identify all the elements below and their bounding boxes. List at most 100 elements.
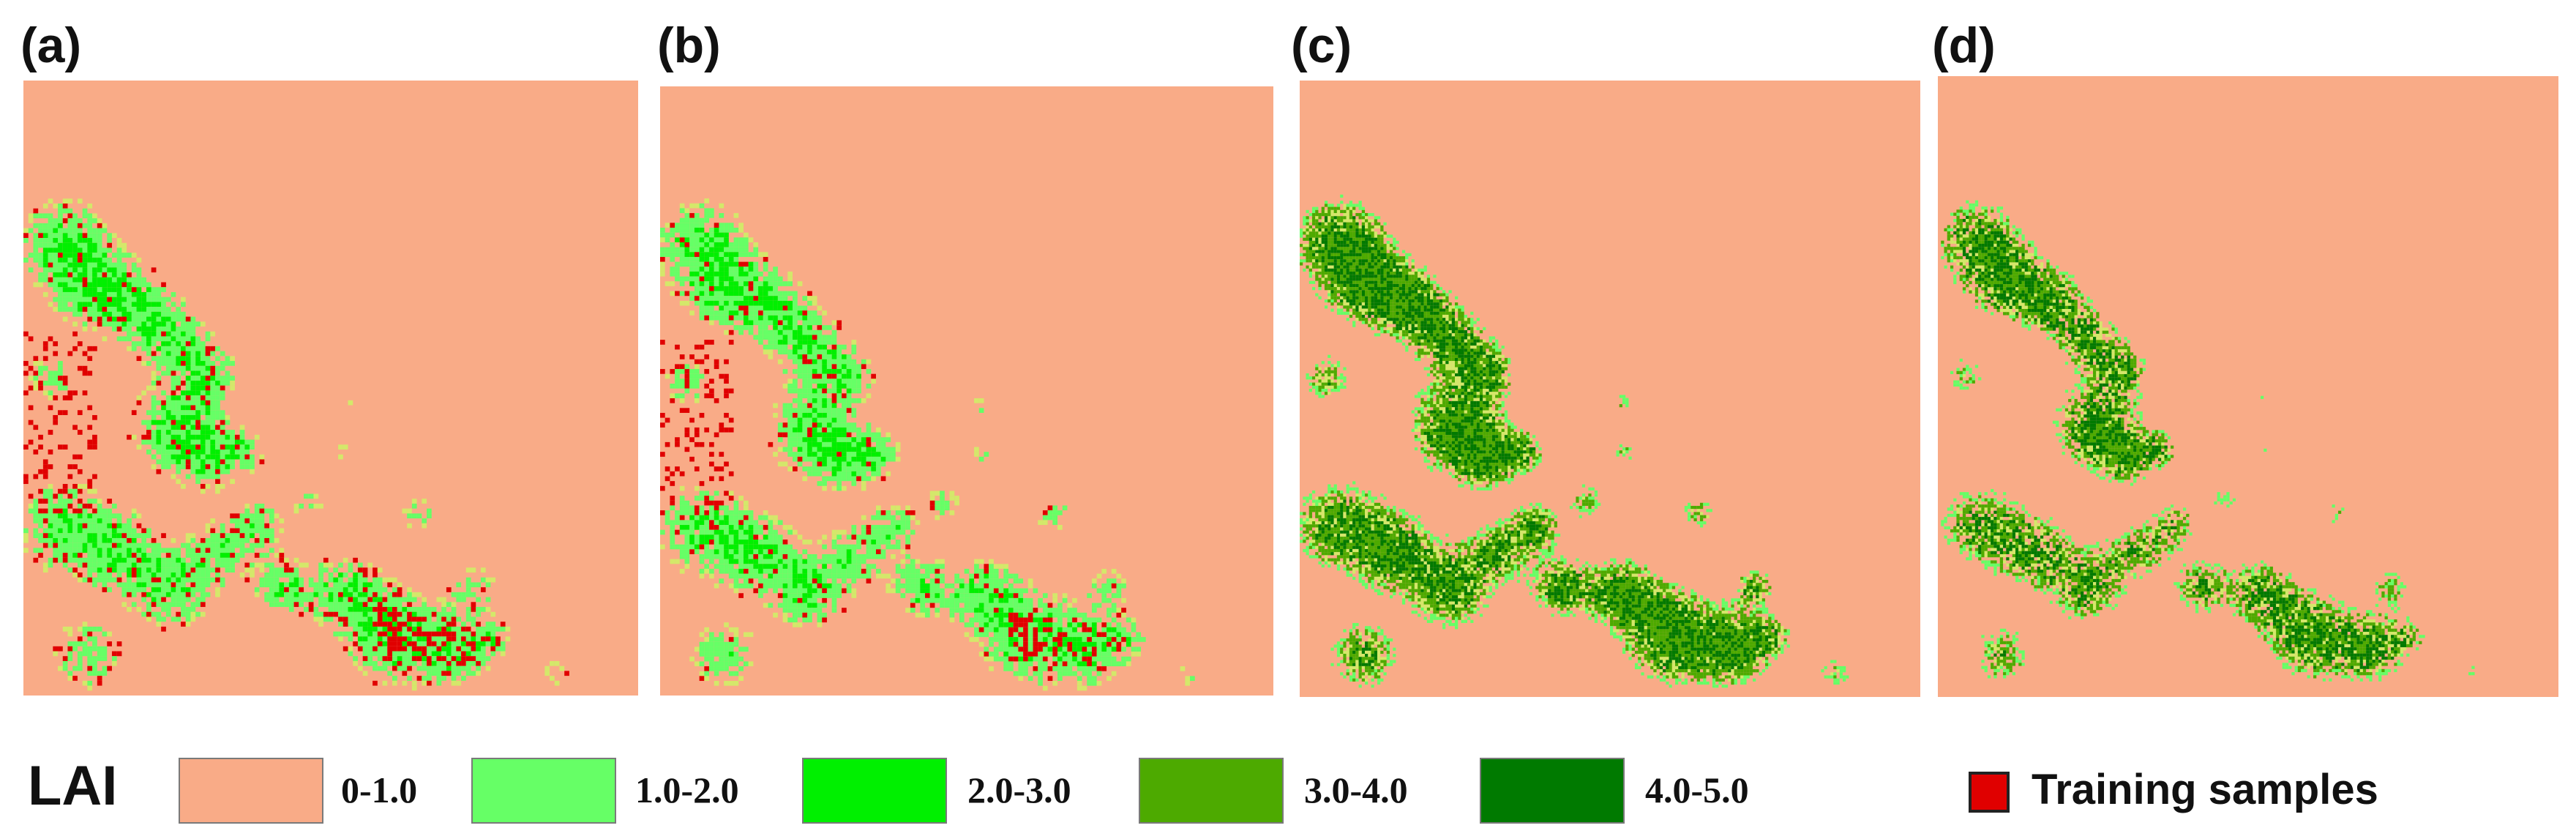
lai-pixel	[842, 471, 847, 477]
lai-pixel	[234, 454, 240, 460]
lai-pixel	[974, 637, 979, 642]
lai-pixel	[724, 359, 729, 365]
lai-pixel	[58, 533, 63, 538]
lai-pixel	[733, 310, 739, 316]
lai-pixel	[782, 422, 788, 428]
lai-pixel	[220, 390, 225, 396]
lai-pixel	[1057, 603, 1063, 608]
lai-pixel	[817, 417, 823, 423]
lai-pixel	[782, 329, 788, 335]
lai-pixel	[925, 608, 930, 613]
lai-pixel	[225, 557, 231, 563]
lai-pixel	[797, 588, 803, 594]
lai-pixel	[136, 311, 142, 317]
lai-pixel	[875, 510, 881, 515]
lai-pixel	[72, 454, 78, 460]
lai-pixel	[704, 354, 710, 359]
lai-pixel	[141, 592, 146, 597]
lai-pixel	[738, 583, 744, 589]
lai-pixel	[782, 349, 788, 355]
lai-pixel	[670, 520, 675, 526]
lai-pixel	[1018, 608, 1024, 613]
lai-pixel	[851, 408, 857, 413]
lai-pixel	[181, 356, 186, 362]
lai-pixel	[392, 577, 397, 583]
lai-pixel	[485, 607, 491, 612]
lai-pixel	[709, 379, 714, 384]
lai-pixel	[719, 568, 724, 574]
lai-pixel	[387, 577, 392, 583]
lai-pixel	[886, 510, 891, 515]
lai-pixel	[190, 327, 196, 332]
lai-pixel	[377, 646, 383, 652]
lai-pixel	[978, 568, 984, 574]
lai-pixel	[822, 568, 827, 574]
lai-pixel	[694, 223, 700, 228]
lai-pixel	[97, 257, 102, 263]
lai-pixel	[230, 533, 235, 538]
lai-pixel	[709, 286, 714, 291]
lai-pixel	[758, 286, 763, 291]
lai-pixel	[279, 592, 285, 597]
lai-pixel	[738, 666, 744, 671]
lai-pixel	[190, 573, 196, 578]
lai-pixel	[77, 523, 83, 529]
lai-pixel	[165, 611, 171, 617]
lai-pixel	[1013, 593, 1019, 598]
lai-pixel	[797, 335, 803, 340]
lai-pixel	[422, 616, 427, 622]
lai-pixel	[33, 518, 39, 523]
lai-pixel	[53, 537, 59, 543]
lai-pixel	[993, 568, 999, 574]
lai-pixel	[200, 395, 206, 400]
lai-pixel	[679, 256, 685, 262]
lai-pixel	[357, 582, 363, 588]
lai-pixel	[743, 266, 749, 272]
lai-pixel	[465, 587, 471, 592]
lai-pixel	[205, 420, 211, 425]
lai-pixel	[1013, 632, 1019, 638]
lai-pixel	[768, 305, 774, 311]
lai-pixel	[793, 408, 798, 413]
lai-pixel	[239, 548, 245, 553]
lai-pixel	[831, 603, 837, 608]
lai-pixel	[1052, 646, 1058, 652]
lai-pixel	[812, 427, 817, 433]
lai-pixel	[97, 316, 102, 322]
lai-pixel	[763, 534, 768, 540]
lai-pixel	[817, 373, 823, 379]
lai-pixel	[461, 592, 466, 597]
lai-pixel	[195, 420, 201, 425]
lai-pixel	[1052, 510, 1058, 515]
lai-pixel	[1121, 646, 1126, 652]
lai-pixel	[719, 247, 724, 253]
lai-pixel	[758, 300, 763, 306]
lai-pixel	[200, 356, 206, 362]
lai-pixel	[699, 228, 705, 233]
lai-pixel	[181, 425, 186, 430]
lai-pixel	[38, 488, 43, 494]
lai-pixel	[293, 508, 299, 514]
lai-pixel	[851, 359, 857, 365]
lai-pixel	[851, 461, 857, 467]
lai-pixel	[200, 474, 206, 480]
lai-pixel	[87, 233, 93, 239]
lai-pixel	[733, 228, 739, 233]
lai-pixel	[807, 578, 812, 583]
lai-pixel	[846, 466, 852, 471]
lai-pixel	[48, 228, 53, 234]
lai-pixel	[377, 597, 383, 603]
lai-pixel	[136, 395, 142, 400]
lai-pixel	[92, 291, 97, 297]
lai-pixel	[200, 370, 206, 376]
lai-pixel	[171, 327, 176, 332]
lai-pixel	[451, 626, 457, 632]
lai-pixel	[1003, 597, 1008, 603]
lai-pixel	[836, 441, 842, 447]
lai-pixel	[72, 557, 78, 563]
lai-pixel	[181, 602, 186, 608]
lai-pixel	[67, 242, 73, 248]
lai-pixel	[234, 537, 240, 543]
lai-pixel	[146, 616, 151, 622]
lai-pixel	[689, 540, 694, 545]
